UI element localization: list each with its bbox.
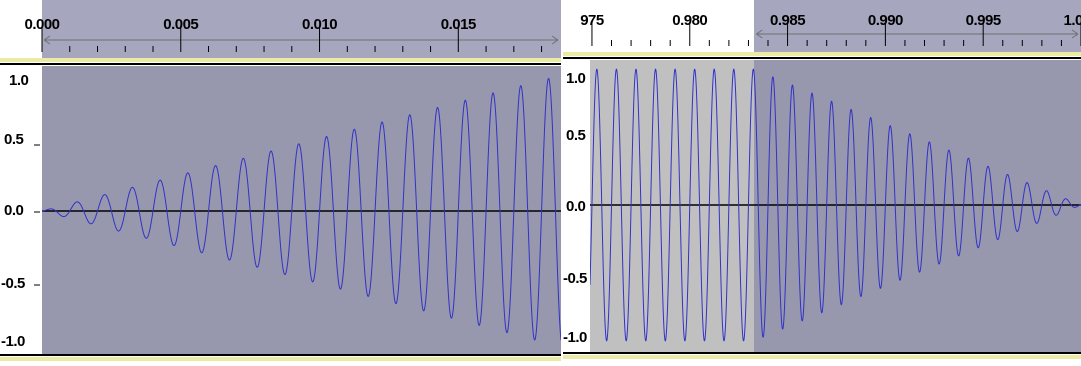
amplitude-label: -1.0	[1, 333, 25, 350]
waveform-path	[590, 68, 1081, 342]
waveform-path	[42, 77, 561, 341]
amplitude-ruler-left[interactable]: 1.0 0.5 0.0 -0.5 -1.0	[0, 66, 42, 354]
amplitude-label: -1.0	[563, 329, 587, 346]
amplitude-label: 0.5	[566, 127, 586, 144]
amplitude-label: 1.0	[566, 70, 586, 87]
selection-highlight	[754, 60, 1081, 352]
time-label: 0.010	[302, 16, 338, 33]
selection-start-arrow	[756, 29, 763, 39]
waveform	[42, 77, 561, 341]
ruler-ticks	[41, 28, 559, 52]
track-divider	[0, 63, 561, 65]
track-bottom-line	[0, 354, 561, 356]
ruler-selection-region	[754, 0, 1081, 52]
time-label: 0.005	[163, 16, 199, 33]
track-top-border	[0, 58, 561, 62]
track-bottom-border	[563, 355, 1081, 359]
time-label: 0.995	[965, 12, 1002, 29]
waveform	[590, 68, 1081, 342]
track-bottom-border	[0, 357, 561, 361]
waveform-track-right[interactable]	[590, 60, 1081, 352]
timeline-ruler-left[interactable]: 0.000 0.005 0.010 0.015	[0, 0, 561, 58]
amplitude-label: -0.5	[1, 275, 25, 292]
time-label: 0.985	[770, 12, 806, 29]
timeline-ruler-right[interactable]: 975 0.980 0.985 0.990 0.995 1.000	[563, 0, 1081, 52]
time-label: 0.990	[867, 12, 904, 29]
time-label: 1.000	[1063, 12, 1081, 29]
track-bottom-line	[563, 352, 1081, 354]
ruler-selection-region	[42, 0, 561, 58]
right-audio-view: 975 0.980 0.985 0.990 0.995 1.000 1.0 0.…	[563, 0, 1081, 366]
time-label: 0.000	[24, 16, 60, 33]
track-top-border	[563, 52, 1081, 56]
amplitude-ruler-right[interactable]: 1.0 0.5 0.0 -0.5 -1.0	[563, 60, 590, 352]
selection-end-arrow	[1071, 29, 1079, 39]
track-divider	[563, 57, 1081, 59]
amplitude-ticks	[34, 144, 40, 286]
amplitude-label: 1.0	[9, 72, 29, 89]
time-label: 0.980	[672, 12, 708, 29]
time-label: 975	[580, 12, 604, 29]
selection-highlight	[42, 66, 561, 354]
ruler-ticks	[591, 22, 1081, 46]
waveform-track-left[interactable]	[42, 66, 561, 354]
selection-start-arrow	[43, 35, 51, 45]
amplitude-label: 0.5	[4, 131, 24, 148]
left-audio-view: 0.000 0.005 0.010 0.015 1.0 0.5 0.0 -0.5…	[0, 0, 561, 361]
selection-end-arrow	[551, 35, 559, 45]
amplitude-label: -0.5	[563, 270, 587, 287]
amplitude-label: 0.0	[4, 202, 24, 219]
time-label: 0.015	[440, 16, 477, 33]
amplitude-label: 0.0	[566, 198, 586, 215]
